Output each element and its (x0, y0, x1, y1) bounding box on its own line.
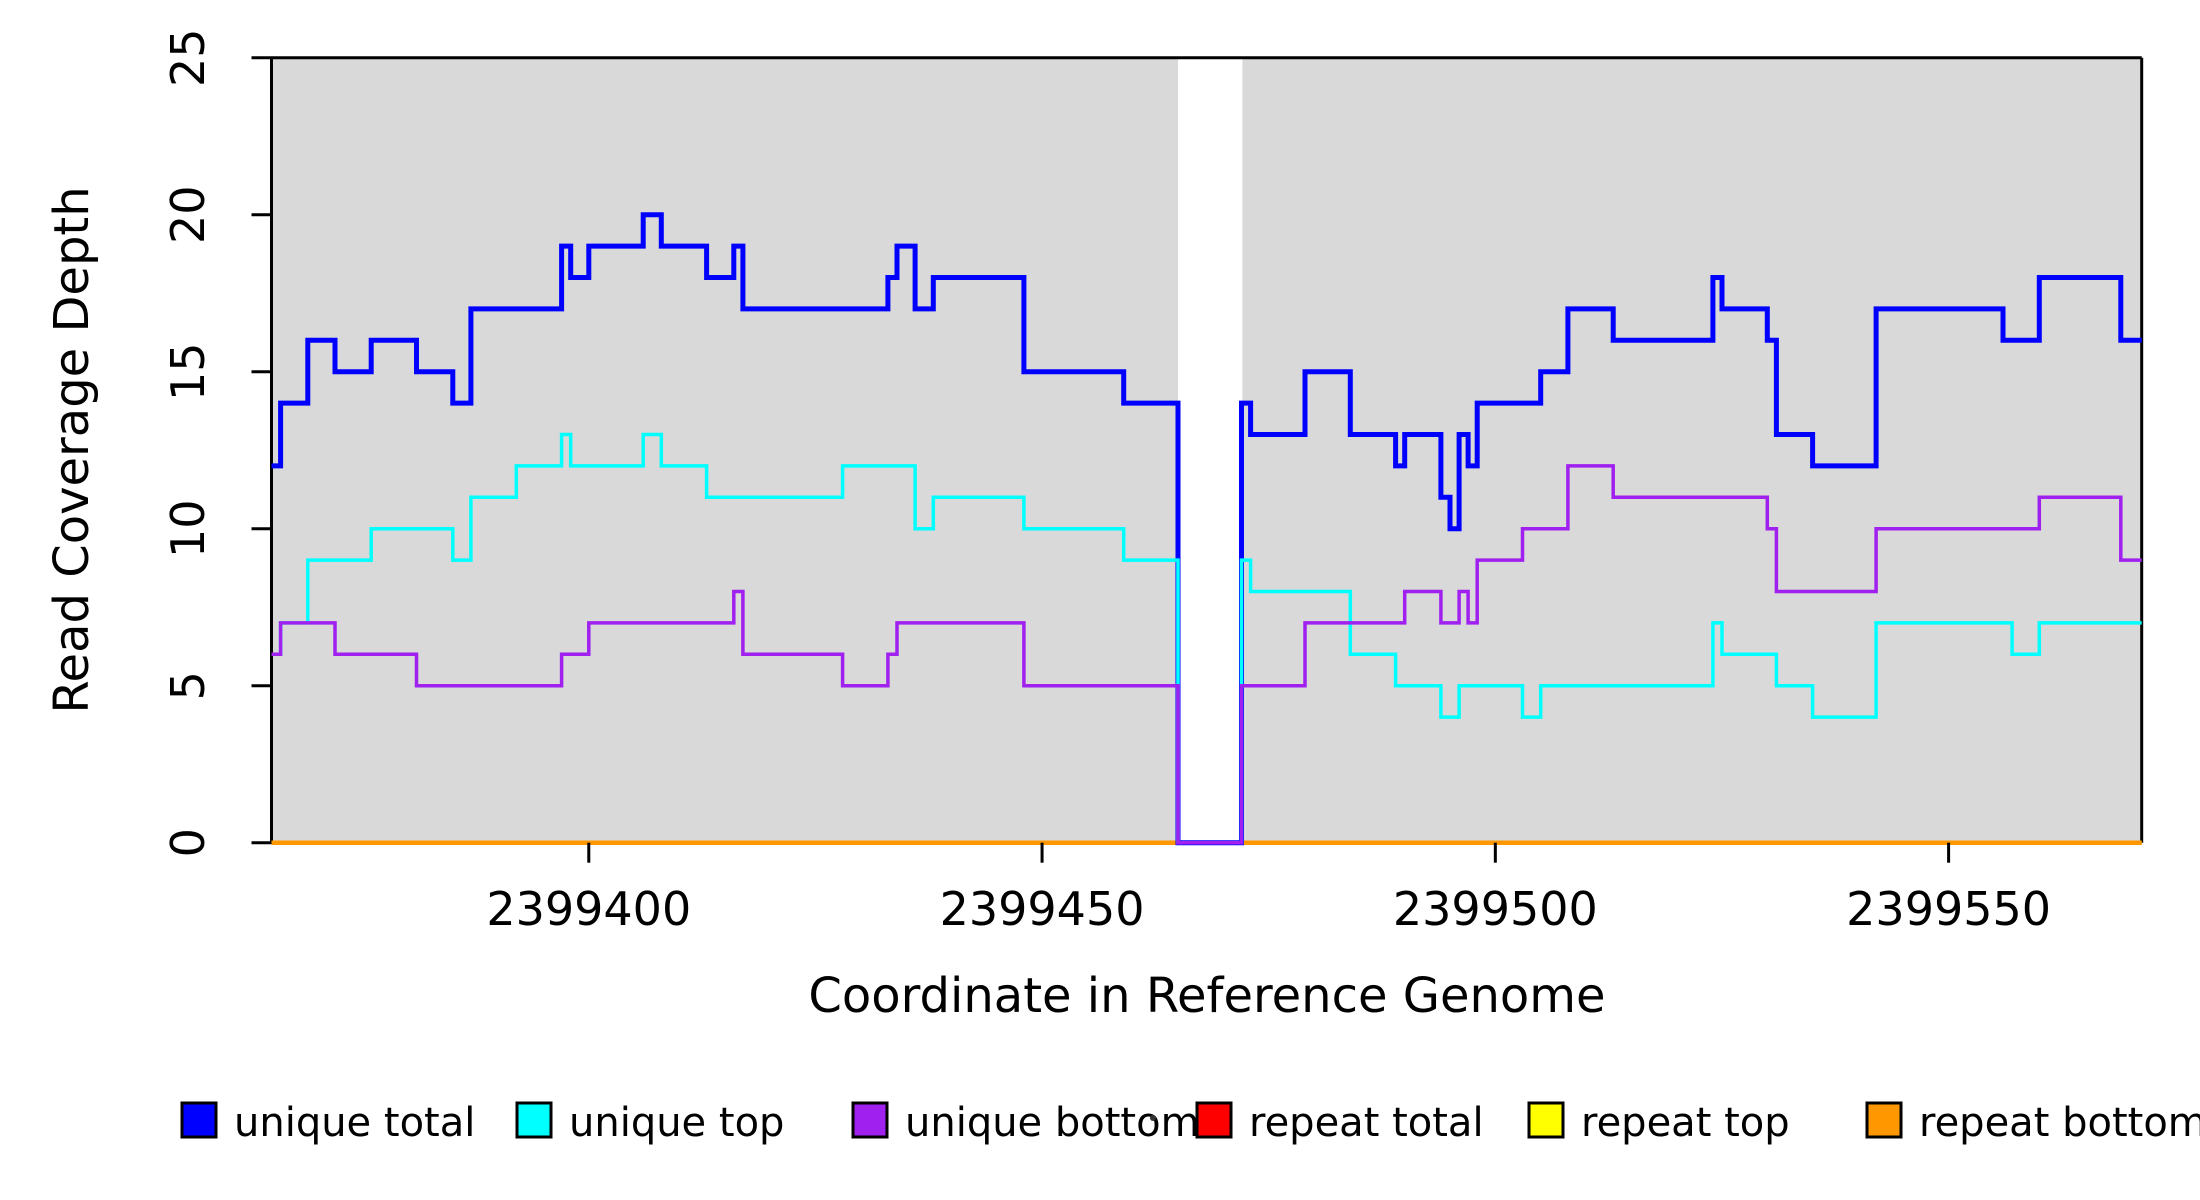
series-line-unique-bottom (271, 464, 2142, 845)
legend-swatch-repeat-total (1195, 1101, 1233, 1139)
legend-label-repeat-total: repeat total (1249, 1100, 1484, 1146)
legend-label-repeat-bottom: repeat bottom (1919, 1100, 2200, 1146)
axis-ticks (251, 56, 1951, 863)
legend-item-repeat-bottom: repeat bottom (1865, 1100, 2200, 1146)
coverage-series (271, 212, 2142, 846)
legend-item-unique-total: unique total (180, 1100, 475, 1146)
y-tick-label-20: 20 (161, 185, 215, 244)
chart-legend: unique total unique top unique bottom repea… (180, 1100, 2200, 1146)
legend-label-unique-top: unique top (569, 1100, 784, 1146)
legend-swatch-unique-top (515, 1101, 553, 1139)
y-tick-label-5: 5 (161, 671, 215, 700)
legend-item-unique-bottom: unique bottom (851, 1100, 1200, 1146)
shaded-bands (271, 57, 2142, 843)
y-tick-label-0: 0 (161, 828, 215, 857)
x-tick-label-2399500: 2399500 (1393, 882, 1598, 936)
legend-swatch-repeat-bottom (1865, 1101, 1903, 1139)
stray-dot-artifact (1150, 1115, 1156, 1121)
legend-item-unique-top: unique top (515, 1100, 784, 1146)
series-line-unique-top (271, 432, 2142, 845)
y-axis-title: Read Coverage Depth (44, 186, 100, 713)
legend-swatch-unique-total (180, 1101, 218, 1139)
legend-swatch-repeat-top (1527, 1101, 1565, 1139)
shaded-region-0 (271, 57, 1179, 843)
shaded-region-1 (1242, 57, 2142, 843)
legend-item-repeat-total: repeat total (1195, 1100, 1484, 1146)
legend-item-repeat-top: repeat top (1527, 1100, 1790, 1146)
x-tick-label-2399400: 2399400 (486, 882, 691, 936)
legend-label-repeat-top: repeat top (1581, 1100, 1790, 1146)
x-axis-title: Coordinate in Reference Genome (808, 968, 1605, 1024)
x-tick-label-2399450: 2399450 (940, 882, 1145, 936)
axis-tick-labels: 2399400 2399450 2399500 2399550 0 5 10 15 20 25 (161, 28, 2051, 936)
legend-swatch-unique-bottom (851, 1101, 889, 1139)
y-tick-label-25: 25 (161, 28, 215, 87)
legend-label-unique-total: unique total (234, 1100, 475, 1146)
y-tick-label-15: 15 (161, 342, 215, 401)
legend-label-unique-bottom: unique bottom (905, 1100, 1200, 1146)
x-tick-label-2399550: 2399550 (1846, 882, 2051, 936)
y-tick-label-10: 10 (161, 499, 215, 558)
